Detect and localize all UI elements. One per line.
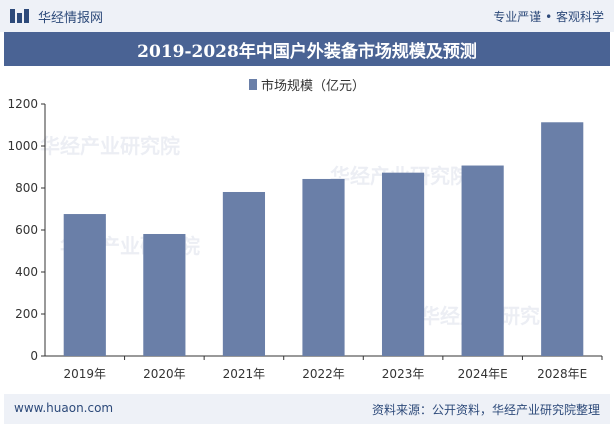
x-tick-label: 2028年E — [537, 367, 587, 381]
bar — [222, 191, 266, 356]
x-tick-label: 2024年E — [458, 367, 508, 381]
title-bar: 2019-2028年中国户外装备市场规模及预测 — [4, 32, 610, 66]
bar — [302, 178, 345, 356]
x-tick-label: 2022年 — [302, 367, 345, 381]
bar — [63, 214, 106, 356]
header-bar: 华经情报网 专业严谨 • 客观科学 — [0, 0, 614, 32]
x-tick-label: 2023年 — [382, 367, 425, 381]
footer-bar: www.huaon.com 资料来源：公开资料，华经产业研究院整理 — [4, 394, 610, 424]
y-tick-label: 400 — [15, 265, 38, 279]
bar — [541, 122, 584, 356]
y-tick-label: 1200 — [7, 97, 38, 111]
chart-legend: 市场规模（亿元） — [0, 74, 614, 94]
tagline: 专业严谨 • 客观科学 — [493, 10, 604, 24]
y-tick-label: 200 — [15, 307, 38, 321]
bar — [381, 172, 425, 356]
legend-label: 市场规模（亿元） — [260, 78, 365, 94]
x-tick-label: 2020年 — [143, 367, 186, 381]
y-tick-label: 600 — [15, 223, 38, 237]
bar-chart: 0 200 400 600 800 1000 1200 2019年 2020年 2021年 2022… — [7, 97, 603, 381]
bar — [143, 233, 186, 356]
huajing-logo-icon — [10, 9, 29, 23]
bar — [461, 165, 504, 356]
x-tick-label: 2021年 — [223, 367, 266, 381]
logo-text: 华经情报网 — [38, 11, 104, 26]
source-note: 资料来源：公开资料，华经产业研究院整理 — [371, 403, 600, 417]
chart-title: 2019-2028年中国户外装备市场规模及预测 — [137, 41, 477, 62]
y-tick-label: 1000 — [7, 139, 38, 153]
legend-swatch — [248, 78, 257, 90]
y-tick-label: 800 — [15, 181, 38, 195]
x-tick-label: 2019年 — [64, 367, 107, 381]
website-link[interactable]: www.huaon.com — [14, 401, 114, 415]
y-tick-label: 0 — [30, 349, 38, 363]
